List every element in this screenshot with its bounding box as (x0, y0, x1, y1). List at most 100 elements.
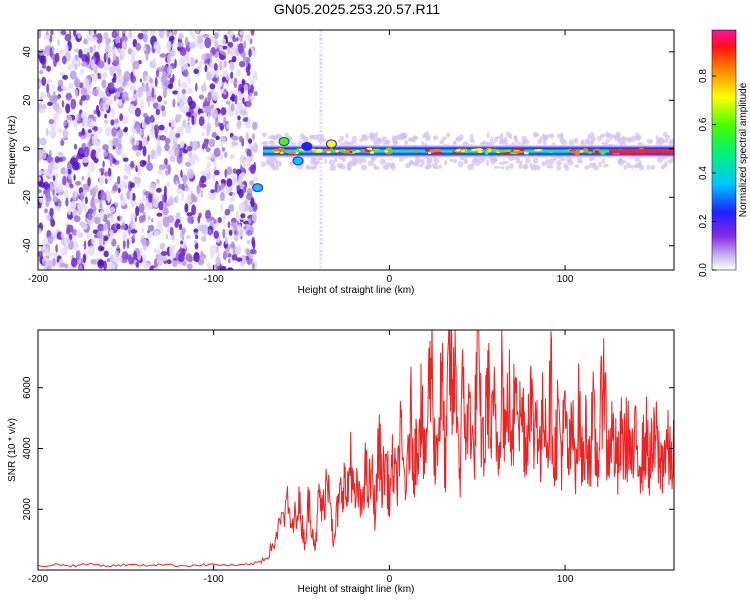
noise-speckle (100, 246, 105, 251)
noise-speckle (231, 55, 237, 63)
noise-speckle (60, 167, 67, 175)
noise-speckle (64, 189, 69, 199)
noise-speckle (38, 227, 42, 234)
colorbar-tick-label: 0.4 (698, 166, 709, 180)
noise-speckle (243, 84, 248, 92)
noise-speckle (62, 175, 67, 186)
noise-speckle (204, 64, 208, 73)
x-tick-label: 0 (387, 574, 393, 585)
noise-speckle (182, 63, 189, 70)
noise-speckle (66, 224, 74, 233)
band-halo-speckle (525, 157, 531, 164)
noise-speckle (154, 195, 160, 205)
noise-speckle (41, 76, 47, 86)
noise-speckle (54, 52, 60, 63)
noise-speckle (103, 52, 107, 63)
onset-blob (252, 183, 264, 193)
noise-speckle (156, 212, 163, 217)
noise-speckle (191, 115, 195, 126)
noise-speckle (197, 34, 204, 45)
vertical-line-segment (319, 54, 323, 57)
noise-speckle (246, 149, 252, 158)
noise-speckle (237, 115, 241, 121)
noise-speckle (138, 202, 145, 214)
band-halo-speckle (589, 132, 595, 138)
noise-speckle (94, 184, 99, 193)
noise-speckle (160, 105, 166, 111)
noise-speckle (228, 102, 231, 113)
noise-speckle (124, 165, 132, 174)
noise-speckle (60, 247, 68, 256)
band-halo-speckle (425, 164, 433, 169)
vertical-line-segment (319, 110, 323, 113)
noise-speckle (209, 244, 217, 255)
band-halo-speckle (564, 164, 570, 172)
band-halo-speckle (499, 166, 506, 170)
band-halo-speckle (423, 131, 430, 138)
noise-speckle (43, 34, 51, 40)
noise-speckle (137, 159, 140, 170)
noise-speckle (104, 44, 112, 53)
onset-blob (301, 141, 313, 151)
vertical-line-segment (319, 210, 323, 213)
noise-speckle (214, 40, 219, 50)
noise-speckle (184, 186, 190, 192)
noise-speckle (87, 208, 94, 215)
band-halo-speckle (434, 135, 439, 140)
noise-speckle (64, 33, 72, 42)
noise-speckle (191, 153, 198, 161)
noise-speckle (117, 215, 120, 222)
band-halo-speckle (649, 165, 656, 170)
noise-speckle (238, 188, 244, 199)
band-strong-segment (609, 149, 674, 154)
noise-speckle (206, 129, 210, 137)
band-hotspot (594, 148, 601, 152)
noise-speckle (93, 157, 99, 164)
noise-speckle (54, 156, 60, 164)
noise-speckle (164, 137, 171, 144)
band-hotspot (372, 148, 381, 152)
noise-speckle (224, 168, 228, 178)
noise-speckle (157, 95, 163, 103)
noise-speckle (210, 189, 216, 194)
noise-speckle (130, 160, 135, 168)
noise-speckle (231, 175, 238, 186)
noise-speckle (73, 30, 77, 37)
vertical-line-segment (319, 78, 323, 81)
vertical-line-segment (319, 138, 323, 141)
noise-speckle (135, 151, 141, 157)
noise-speckle (229, 61, 234, 71)
noise-speckle (73, 78, 81, 88)
noise-speckle (239, 35, 243, 43)
noise-speckle (66, 114, 72, 120)
noise-speckle (194, 239, 197, 245)
noise-speckle (209, 216, 215, 221)
noise-speckle (118, 86, 123, 94)
noise-speckle (131, 192, 136, 201)
noise-speckle (40, 244, 47, 254)
noise-speckle (132, 144, 139, 151)
noise-speckle (227, 221, 231, 229)
x-tick-label: 0 (387, 274, 393, 285)
band-hotspot (433, 148, 437, 152)
noise-speckle (64, 44, 69, 53)
vertical-line-segment (319, 122, 323, 125)
y-tick-label: 20 (22, 94, 33, 106)
noise-speckle (179, 102, 184, 113)
vertical-line-segment (319, 94, 323, 97)
noise-speckle (165, 233, 169, 240)
noise-speckle (202, 124, 208, 130)
band-halo-speckle (567, 159, 574, 166)
noise-speckle (243, 186, 247, 194)
noise-speckle (67, 238, 71, 245)
noise-speckle (188, 151, 193, 159)
band-hotspot (583, 148, 588, 151)
noise-speckle (184, 36, 189, 47)
band-halo-speckle (305, 164, 310, 171)
noise-speckle (79, 68, 85, 75)
noise-speckle (184, 203, 189, 213)
noise-speckle (121, 251, 129, 262)
noise-speckle (240, 172, 246, 178)
noise-speckle (179, 140, 185, 149)
